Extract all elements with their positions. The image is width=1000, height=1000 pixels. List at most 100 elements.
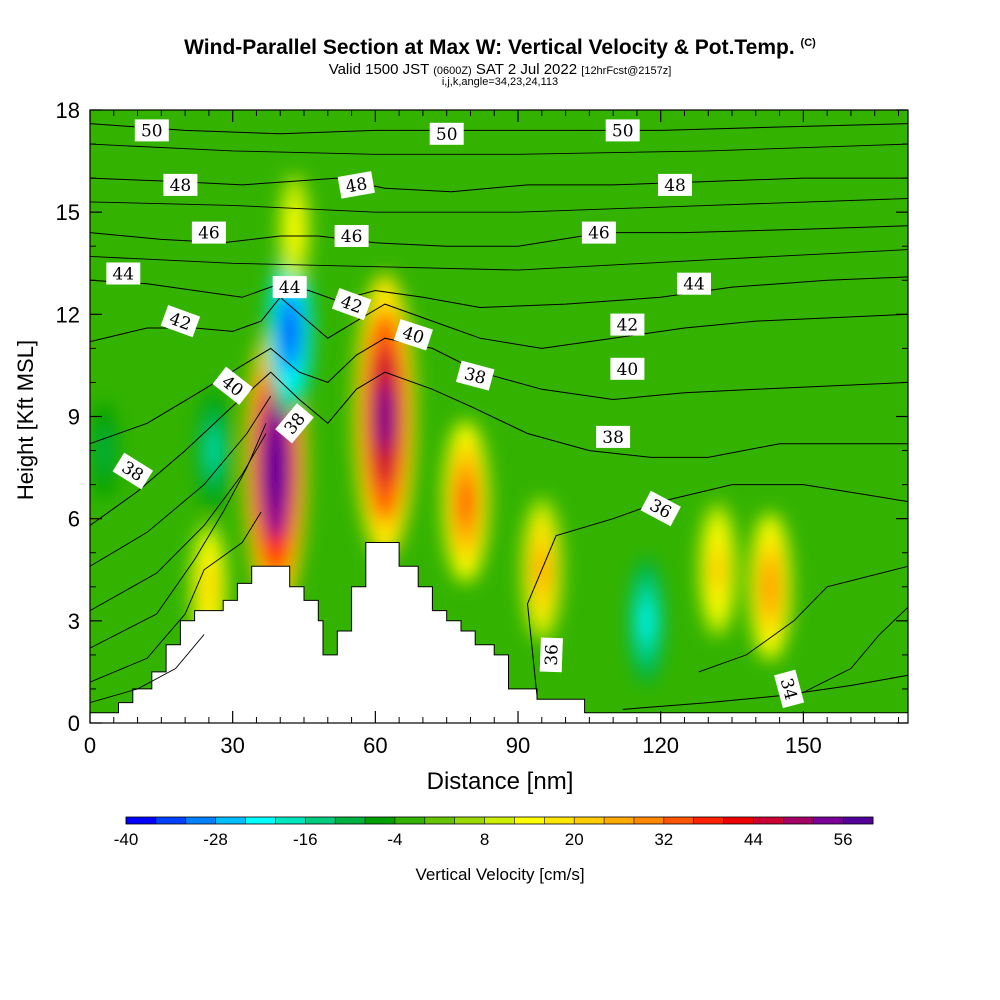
contour-label-44: 44: [677, 272, 711, 295]
contour-label-text: 50: [436, 125, 458, 145]
w-cell-layer: [283, 309, 296, 353]
contour-label-38: 38: [596, 425, 631, 448]
colorbar-swatch: [394, 817, 426, 824]
colorbar-swatch: [335, 817, 366, 824]
colorbar: -40 -28 -16 -4 8 20 32 44 56: [114, 816, 874, 849]
chart-subtitle: Valid 1500 JST (0600Z) SAT 2 Jul 2022 [1…: [328, 61, 672, 78]
contour-label-text: 50: [141, 121, 163, 141]
theta-contour-minor: [698, 565, 908, 673]
colorbar-swatch: [544, 817, 575, 824]
copyright-mark: (C): [800, 37, 816, 49]
theta-contour-minor: [803, 606, 908, 693]
contour-label-36: 36: [539, 637, 563, 673]
w-cell-layer: [209, 435, 218, 466]
colorbar-tick-label: 32: [654, 830, 673, 849]
contour-label-text: 48: [664, 176, 686, 196]
y-axis-label: Height [Kft MSL]: [13, 340, 38, 500]
x-tick-label: 30: [220, 733, 244, 758]
theta-contour-minor: [90, 249, 908, 271]
contour-label-text: 36: [542, 644, 563, 666]
x-tick-label: 90: [506, 733, 530, 758]
theta-contour-minor: [90, 634, 205, 704]
contour-label-46: 46: [191, 221, 226, 244]
colorbar-tick-label: 8: [480, 830, 489, 849]
w-cell-layer: [290, 215, 299, 243]
contour-label-text: 46: [588, 224, 610, 244]
x-tick-label: 60: [363, 733, 387, 758]
theta-contour-minor: [90, 511, 262, 683]
theta-contour-50: [90, 123, 908, 135]
contour-label-text: 42: [617, 316, 639, 336]
colorbar-swatch: [126, 817, 157, 824]
y-tick-label: 9: [68, 405, 80, 430]
contour-label-48: 48: [337, 171, 375, 199]
contour-label-42: 42: [610, 313, 645, 336]
colorbar-swatch: [813, 817, 844, 824]
colorbar-swatch: [514, 817, 545, 824]
w-cell-layer: [642, 604, 651, 637]
terrain: [90, 542, 908, 723]
colorbar-tick-label: -4: [387, 830, 402, 849]
terrain-profile: [90, 542, 908, 723]
colorbar-swatch: [633, 817, 665, 824]
colorbar-swatch: [275, 817, 306, 824]
colorbar-swatch: [723, 817, 754, 824]
chart-title: Wind-Parallel Section at Max W: Vertical…: [184, 36, 816, 59]
theta-contours: [90, 123, 908, 710]
theta-contour-minor: [90, 433, 267, 611]
x-tick-label: 0: [84, 733, 96, 758]
contour-label-text: 50: [612, 121, 634, 141]
w-cell-layer: [204, 570, 214, 603]
contour-label-text: 48: [344, 174, 369, 197]
y-tick-label: 12: [56, 302, 80, 327]
theta-contour-36: [526, 484, 908, 696]
contour-label-text: 46: [341, 227, 363, 247]
y-tick-label: 15: [56, 200, 80, 225]
colorbar-swatch: [454, 817, 485, 824]
colorbar-tick-label: 44: [744, 830, 763, 849]
colorbar-swatch: [185, 817, 217, 824]
contour-label-40: 40: [610, 357, 645, 380]
colorbar-swatch: [843, 817, 874, 824]
theta-contour-38: [90, 371, 908, 526]
colorbar-tick-label: -16: [293, 830, 318, 849]
x-tick-label: 120: [642, 733, 679, 758]
contour-label-50: 50: [429, 122, 464, 145]
y-tick-label: 18: [56, 98, 80, 123]
colorbar-swatch: [365, 817, 396, 824]
colorbar-swatch: [574, 817, 605, 824]
w-cell-layer: [764, 568, 776, 606]
colorbar-tick-label: -40: [114, 830, 139, 849]
contour-label-40: 40: [393, 319, 433, 351]
contour-label-48: 48: [658, 173, 692, 196]
contour-label-text: 46: [198, 224, 220, 244]
colorbar-swatch: [305, 817, 336, 824]
y-tick-label: 3: [68, 609, 80, 634]
colorbar-swatch: [604, 817, 635, 824]
contour-label-50: 50: [605, 119, 640, 142]
colorbar-swatch: [693, 817, 724, 824]
colorbar-swatch: [245, 817, 276, 824]
w-cell-layer: [460, 481, 472, 522]
theta-contour-minor: [90, 198, 908, 213]
y-tick-label: 0: [68, 711, 80, 736]
colorbar-swatch: [215, 817, 246, 824]
contour-label-text: 44: [112, 265, 134, 285]
theta-contour-minor: [90, 395, 272, 567]
contour-label-text: 48: [170, 176, 192, 196]
colorbar-label: Vertical Velocity [cm/s]: [415, 865, 584, 884]
contour-label-text: 44: [279, 278, 301, 298]
chart-indices: i,j,k,angle=34,23,24,113: [441, 76, 559, 88]
w-cell-layer: [377, 380, 393, 453]
contour-label-46: 46: [334, 225, 369, 247]
contour-label-50: 50: [134, 119, 169, 142]
theta-contour-48: [90, 177, 908, 193]
x-tick-label: 150: [785, 733, 822, 758]
contour-label-text: 40: [617, 360, 639, 380]
x-axis-label: Distance [nm]: [427, 768, 574, 795]
colorbar-swatch: [155, 817, 187, 824]
y-tick-label: 6: [68, 507, 80, 532]
